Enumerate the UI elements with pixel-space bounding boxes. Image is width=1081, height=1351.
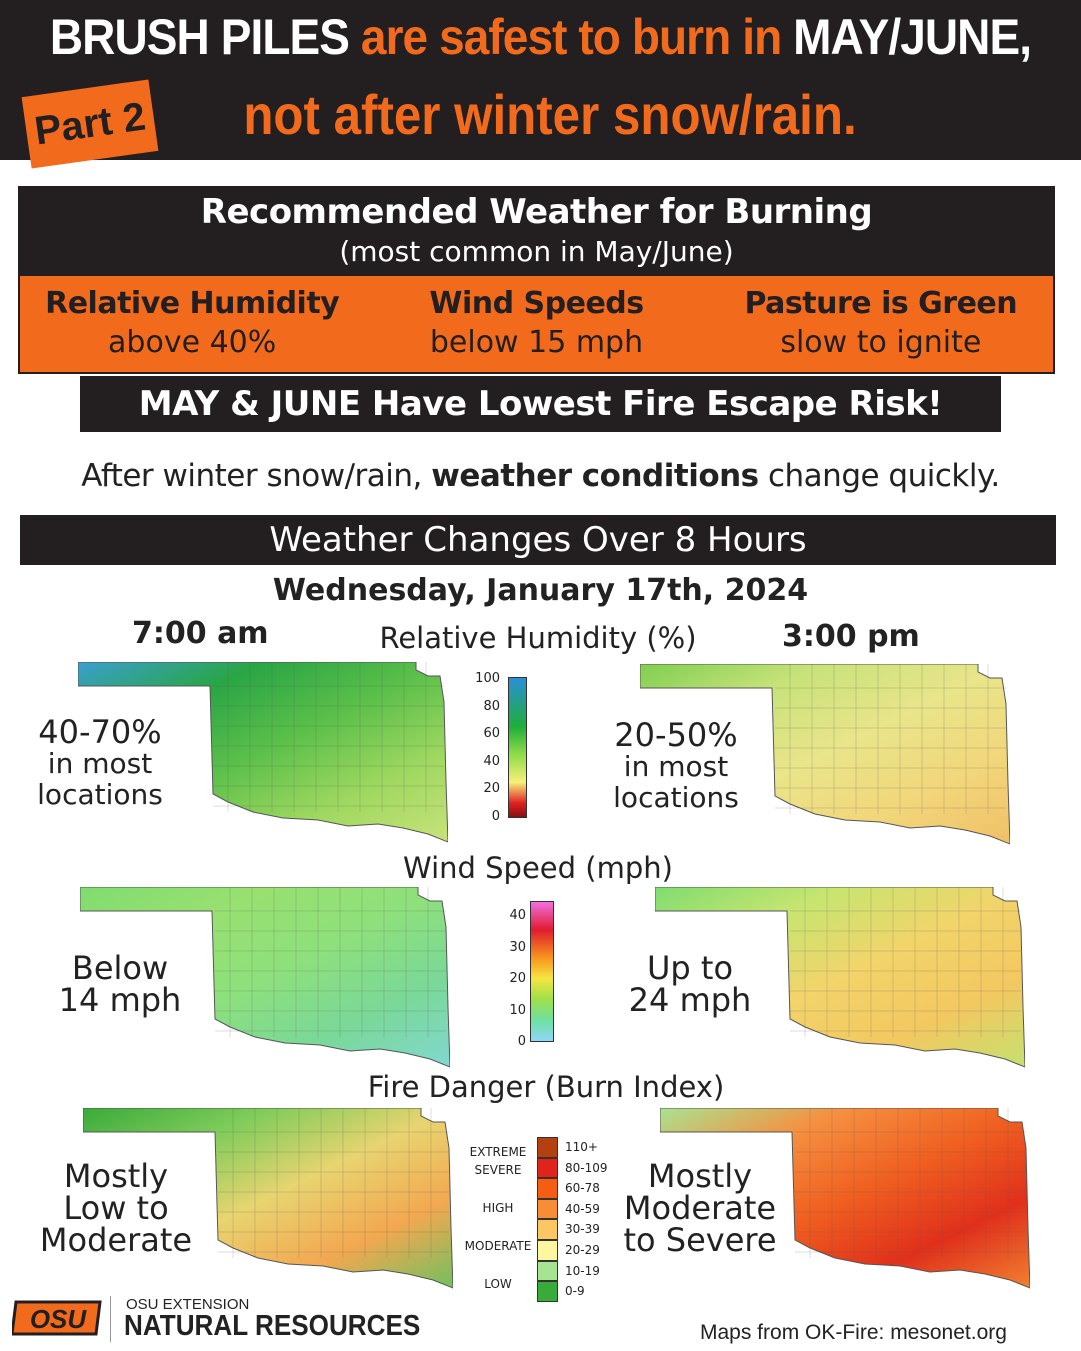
item-value: slow to ignite bbox=[780, 325, 982, 360]
fire-legend-category: MODERATE bbox=[464, 1239, 532, 1253]
wind-map-afternoon bbox=[655, 887, 1025, 1068]
headline-line2: not after winter snow/rain. bbox=[243, 83, 857, 146]
scale-tick: 0 bbox=[491, 809, 500, 824]
fire-right-label: Mostly Moderate to Severe bbox=[623, 1157, 777, 1259]
map-source: Maps from OK-Fire: mesonet.org bbox=[700, 1321, 1007, 1344]
scale-tick: 20 bbox=[483, 781, 500, 797]
recommended-items: Relative Humidity above 40% Wind Speeds be… bbox=[20, 276, 1053, 372]
oklahoma-outline bbox=[660, 1108, 1030, 1289]
wind-title: Wind Speed (mph) bbox=[403, 851, 673, 885]
scale-tick: 0 bbox=[517, 1034, 526, 1049]
scale-tick: 30 bbox=[509, 939, 526, 955]
fire-legend-swatch bbox=[537, 1260, 558, 1282]
osu-logo-text: OSU bbox=[30, 1304, 88, 1334]
headline-part2: are safest to burn in bbox=[360, 9, 782, 65]
fire-title: Fire Danger (Burn Index) bbox=[367, 1070, 725, 1104]
wind-map-morning bbox=[80, 887, 450, 1068]
wind-color-scale bbox=[530, 901, 554, 1042]
rh-map-afternoon bbox=[640, 664, 1010, 845]
rh-left-label: 40-70% in most locations bbox=[37, 713, 163, 811]
oklahoma-outline bbox=[640, 664, 1010, 845]
headline-part1: BRUSH PILES bbox=[49, 9, 350, 65]
item-pasture: Pasture is Green slow to ignite bbox=[709, 276, 1053, 372]
time-afternoon: 3:00 pm bbox=[782, 619, 920, 654]
item-wind: Wind Speeds below 15 mph bbox=[364, 276, 708, 372]
item-heading: Relative Humidity bbox=[45, 286, 340, 321]
county-lines bbox=[790, 887, 1021, 1037]
fire-legend-category: LOW bbox=[484, 1277, 512, 1291]
scale-tick: 20 bbox=[509, 971, 526, 986]
county-lines bbox=[213, 662, 444, 812]
scale-tick: 100 bbox=[475, 671, 500, 686]
scale-tick: 60 bbox=[483, 726, 500, 742]
rh-map-morning bbox=[78, 662, 448, 843]
recommended-title: Recommended Weather for Burning bbox=[200, 192, 873, 232]
scale-tick: 40 bbox=[483, 753, 500, 769]
wind-right-label: Up to 24 mph bbox=[628, 949, 752, 1019]
fire-map-afternoon bbox=[660, 1108, 1030, 1289]
fire-legend-swatch bbox=[537, 1178, 558, 1199]
item-heading: Pasture is Green bbox=[744, 286, 1018, 321]
fire-legend-swatch bbox=[537, 1219, 558, 1240]
county-lines bbox=[215, 887, 446, 1037]
oklahoma-outline bbox=[655, 887, 1025, 1068]
rh-title: Relative Humidity (%) bbox=[379, 621, 697, 655]
county-lines bbox=[775, 664, 1006, 814]
fire-legend-swatch bbox=[537, 1198, 558, 1220]
fire-legend-category: HIGH bbox=[482, 1201, 514, 1215]
county-lines bbox=[795, 1108, 1026, 1258]
scale-tick: 40 bbox=[509, 908, 526, 923]
footer-divider bbox=[110, 1296, 111, 1342]
org-line2: NATURAL RESOURCES bbox=[124, 1310, 421, 1342]
org-line1: OSU EXTENSION bbox=[126, 1296, 250, 1313]
rh-right-label: 20-50% in most locations bbox=[613, 716, 739, 814]
date-heading: Wednesday, January 17th, 2024 bbox=[272, 573, 809, 608]
rh-color-scale bbox=[508, 677, 527, 818]
fire-legend-swatch bbox=[537, 1240, 558, 1261]
intro-before: After winter snow/rain, bbox=[81, 458, 432, 494]
item-heading: Wind Speeds bbox=[429, 286, 644, 321]
fire-map-morning bbox=[83, 1108, 453, 1289]
recommended-subtitle: (most common in May/June) bbox=[339, 235, 734, 268]
headline-part3: MAY/JUNE, bbox=[793, 9, 1032, 65]
header-band bbox=[0, 0, 1081, 160]
fire-legend-range: 30-39 bbox=[565, 1222, 600, 1237]
risk-banner: MAY & JUNE Have Lowest Fire Escape Risk! bbox=[80, 376, 1001, 432]
fire-left-label: Mostly Low to Moderate bbox=[39, 1157, 193, 1259]
item-value: above 40% bbox=[108, 325, 277, 360]
oklahoma-outline bbox=[78, 662, 448, 843]
section-band: Weather Changes Over 8 Hours bbox=[20, 515, 1056, 565]
scale-tick: 10 bbox=[509, 1002, 526, 1018]
item-humidity: Relative Humidity above 40% bbox=[20, 276, 364, 372]
county-lines bbox=[218, 1108, 449, 1258]
fire-legend-range: 60-78 bbox=[565, 1181, 600, 1196]
item-value: below 15 mph bbox=[429, 325, 644, 360]
fire-legend-swatch bbox=[537, 1157, 558, 1179]
scale-tick: 80 bbox=[483, 698, 500, 714]
fire-legend-range: 10-19 bbox=[565, 1263, 600, 1278]
fire-legend-range: 0-9 bbox=[565, 1284, 585, 1299]
oklahoma-outline bbox=[83, 1108, 453, 1289]
headline: BRUSH PILES are safest to burn in MAY/JU… bbox=[43, 8, 1038, 66]
fire-legend-category: EXTREME bbox=[469, 1145, 527, 1159]
fire-legend-range: 40-59 bbox=[565, 1201, 600, 1216]
intro-text: After winter snow/rain, weather conditio… bbox=[0, 458, 1081, 494]
fire-legend-category: SEVERE bbox=[474, 1163, 522, 1177]
recommended-header: Recommended Weather for Burning (most co… bbox=[18, 186, 1055, 276]
osu-logo: OSU bbox=[10, 1296, 104, 1344]
fire-legend-range: 110+ bbox=[565, 1140, 598, 1154]
intro-bold: weather conditions bbox=[431, 458, 759, 494]
intro-after: change quickly. bbox=[758, 458, 1000, 494]
fire-legend-range: 80-109 bbox=[565, 1160, 608, 1175]
fire-legend-range: 20-29 bbox=[565, 1243, 600, 1257]
oklahoma-outline bbox=[80, 887, 450, 1068]
time-morning: 7:00 am bbox=[132, 616, 269, 651]
wind-left-label: Below 14 mph bbox=[58, 949, 182, 1019]
fire-legend-swatch bbox=[537, 1137, 558, 1158]
fire-legend-swatch bbox=[537, 1281, 558, 1302]
